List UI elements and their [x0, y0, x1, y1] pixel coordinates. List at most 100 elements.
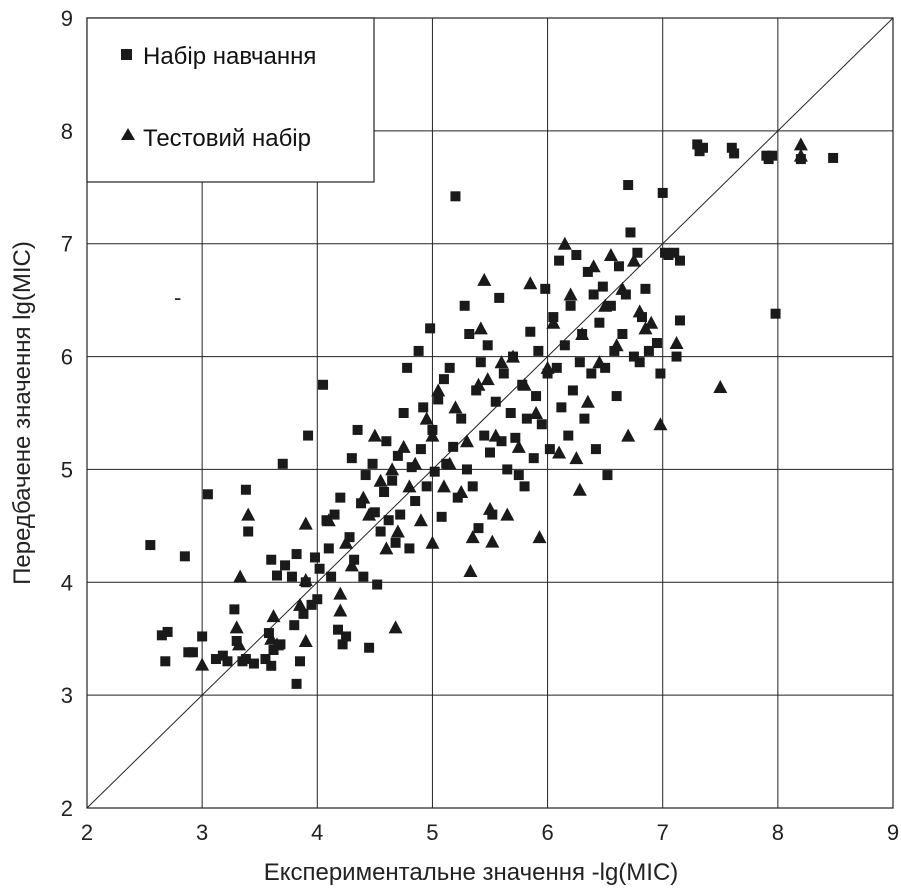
training-point — [574, 357, 585, 368]
training-point — [404, 543, 415, 554]
training-point — [505, 408, 516, 418]
training-point — [263, 628, 274, 639]
test-point — [517, 377, 532, 391]
training-point — [418, 402, 429, 413]
training-point — [590, 444, 601, 455]
training-point — [229, 604, 240, 615]
stray-dash-mark: - — [174, 285, 181, 310]
test-point — [413, 513, 428, 527]
test-point — [388, 620, 403, 634]
training-point — [314, 563, 325, 574]
training-point — [513, 470, 524, 481]
training-point — [533, 345, 544, 356]
test-point — [266, 609, 281, 623]
training-point — [482, 340, 493, 351]
legend-square-marker — [121, 49, 132, 60]
legend: Набір навчання Тестовий набір — [86, 17, 375, 183]
training-point — [429, 466, 440, 477]
test-point — [425, 535, 440, 549]
legend-label-training: Набір навчання — [143, 43, 316, 70]
training-point — [222, 656, 233, 667]
training-point — [352, 424, 363, 435]
test-point — [233, 569, 248, 583]
training-point — [266, 660, 277, 671]
test-point — [592, 355, 607, 369]
training-point — [369, 507, 380, 518]
training-point — [551, 362, 562, 373]
training-point — [632, 247, 643, 258]
test-point — [229, 620, 244, 634]
training-point — [413, 345, 424, 356]
training-point — [655, 368, 666, 379]
training-point — [643, 345, 654, 356]
training-point — [306, 599, 317, 610]
test-point — [532, 530, 547, 544]
training-point — [333, 624, 344, 635]
x-tick-label: 8 — [772, 820, 784, 845]
x-tick-label: 6 — [541, 820, 553, 845]
test-point — [269, 637, 284, 651]
training-point — [671, 351, 682, 362]
training-point — [467, 481, 478, 492]
training-point — [358, 571, 369, 582]
training-point — [565, 300, 576, 311]
training-point — [634, 357, 645, 368]
training-point — [231, 635, 242, 646]
training-point — [286, 571, 297, 582]
training-point — [571, 250, 582, 260]
data-points — [145, 137, 839, 689]
training-point — [698, 142, 709, 153]
training-point — [395, 509, 406, 520]
training-point — [402, 362, 413, 373]
x-tick-label: 9 — [887, 820, 899, 845]
test-point — [494, 355, 509, 369]
training-point — [433, 394, 444, 405]
training-point — [375, 526, 386, 537]
training-point — [360, 470, 371, 481]
training-point — [521, 413, 532, 424]
training-point — [295, 656, 306, 667]
test-point — [419, 411, 434, 425]
y-tick-label: 2 — [61, 796, 73, 821]
training-point — [291, 678, 302, 689]
training-point — [567, 385, 578, 396]
training-point — [611, 391, 622, 402]
test-point — [632, 304, 647, 318]
training-point — [349, 554, 360, 565]
training-point — [531, 391, 542, 402]
test-point — [575, 327, 590, 340]
test-point — [431, 383, 446, 397]
training-point — [528, 453, 539, 464]
test-point — [454, 485, 469, 498]
training-point — [240, 654, 251, 665]
x-tick-labels: 2 3 4 5 6 7 8 9 — [81, 820, 899, 845]
test-point — [333, 603, 348, 617]
y-tick-label: 5 — [61, 457, 73, 482]
training-point — [519, 481, 530, 492]
x-tick-label: 5 — [426, 820, 438, 845]
y-tick-label: 7 — [61, 232, 73, 257]
test-point — [465, 530, 480, 544]
training-point — [243, 526, 254, 537]
training-point — [289, 620, 300, 631]
test-point — [609, 338, 624, 352]
training-point — [248, 658, 259, 669]
training-point — [473, 523, 484, 534]
training-point — [623, 180, 634, 191]
test-point — [367, 428, 382, 442]
legend-label-test: Тестовий набір — [143, 125, 311, 152]
training-point — [726, 142, 737, 153]
training-point — [579, 413, 590, 424]
training-point — [271, 570, 282, 581]
training-point — [498, 368, 509, 379]
training-point — [398, 408, 409, 418]
training-point — [372, 579, 383, 590]
training-point — [383, 515, 394, 526]
training-point — [450, 191, 461, 202]
test-point — [344, 558, 359, 572]
training-point — [692, 139, 703, 150]
training-point — [318, 379, 329, 390]
training-point — [729, 148, 740, 159]
